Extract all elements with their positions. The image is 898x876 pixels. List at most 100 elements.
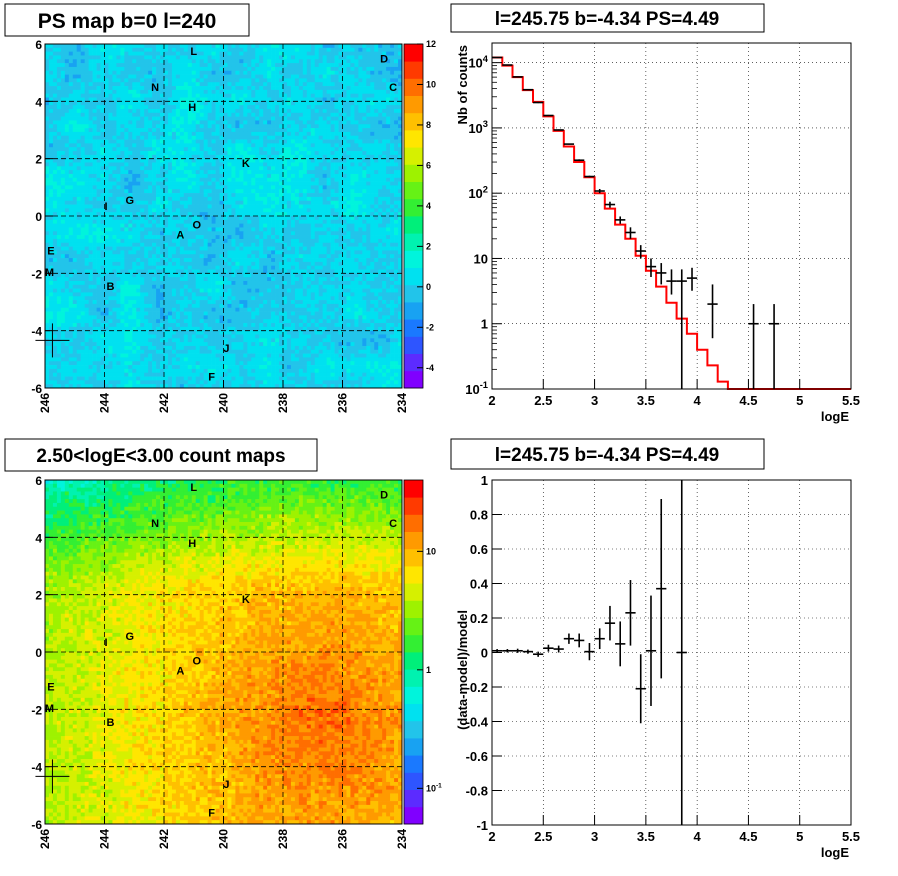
count-map-colorbar-step xyxy=(404,618,423,636)
ps-map-colorbar-step xyxy=(404,44,423,62)
spectrum-data-point xyxy=(533,102,543,103)
source-label-o: O xyxy=(192,220,201,232)
spectrum-data-point xyxy=(748,304,758,389)
count-map-ytick-label: 0 xyxy=(35,646,42,660)
count-map-xtick-label: 244 xyxy=(98,829,112,849)
count-map-ytick-label: 2 xyxy=(35,589,42,603)
count-map-colorbar-tick-label: 10 xyxy=(426,546,436,556)
residual-point xyxy=(677,480,687,825)
count-map-ytick-label: -6 xyxy=(31,818,42,832)
residual-point xyxy=(595,628,605,649)
count-map-colorbar-step xyxy=(404,480,423,498)
count-map-colorbar-step xyxy=(404,497,423,515)
spectrum-data-points xyxy=(492,57,779,389)
source-label-c: C xyxy=(389,518,397,530)
residuals-xtick-label: 5.5 xyxy=(842,829,860,844)
source-label-e: E xyxy=(47,245,54,257)
ps-map-colorbar-tick-label: 4 xyxy=(426,201,431,211)
source-label-b: B xyxy=(106,281,114,293)
count-map-ytick-label: -2 xyxy=(31,703,42,717)
spectrum-y-axis-title: Nb of counts xyxy=(455,45,470,124)
residuals-ytick-label: 0.2 xyxy=(470,611,488,626)
source-label-i: I xyxy=(104,637,107,649)
residuals-xtick-label: 4 xyxy=(694,829,702,844)
ps-map-colorbar-tick-label: 8 xyxy=(426,120,431,130)
ps-map-colorbar-tick-label: -2 xyxy=(426,322,434,332)
ps-map-colorbar-step xyxy=(404,354,423,372)
count-map-xtick-label: 242 xyxy=(157,829,171,849)
ps-map-ytick-label: 0 xyxy=(35,210,42,224)
count-map-colorbar-step xyxy=(404,669,423,687)
ps-map-colorbar-tick-label: 12 xyxy=(426,39,436,49)
source-label-h: H xyxy=(188,102,196,114)
spectrum-frame xyxy=(492,43,851,389)
spectrum-data-point xyxy=(543,115,553,116)
source-label-c: C xyxy=(389,82,397,94)
spectrum-data-point xyxy=(605,202,615,208)
source-label-e: E xyxy=(47,681,54,693)
spectrum-data-point xyxy=(554,129,564,130)
residuals-xtick-label: 2 xyxy=(488,829,495,844)
residuals-ytick-label: 0.6 xyxy=(470,542,488,557)
ps-map-colorbar-tick-label: 10 xyxy=(426,79,436,89)
ps-map-colorbar-step xyxy=(404,268,423,286)
ps-map-colorbar-step xyxy=(404,319,423,337)
spectrum-xtick-label: 2 xyxy=(488,393,495,408)
ps-map-colorbar-tick-label: -4 xyxy=(426,363,434,373)
spectrum-data-point xyxy=(687,268,697,291)
residuals-xtick-label: 3 xyxy=(591,829,598,844)
source-label-n: N xyxy=(151,82,159,94)
spectrum-title-box: l=245.75 b=-4.34 PS=4.49 xyxy=(451,4,764,32)
source-label-g: G xyxy=(126,631,135,643)
residuals-ytick-label: 0.4 xyxy=(470,577,489,592)
spectrum-data-point xyxy=(625,227,635,238)
spectrum-xtick-label: 2.5 xyxy=(534,393,552,408)
residual-point xyxy=(564,634,574,644)
ps-map-colorbar-step xyxy=(404,371,423,389)
count-map-xtick-label: 238 xyxy=(276,829,290,849)
ps-map-ytick-label: 6 xyxy=(35,38,42,52)
residuals-xtick-label: 4.5 xyxy=(739,829,757,844)
source-label-i: I xyxy=(104,201,107,213)
ps-map-xtick-label: 242 xyxy=(157,393,171,413)
residual-point xyxy=(543,645,553,652)
residual-point xyxy=(513,649,523,653)
ps-map-colorbar-step xyxy=(404,164,423,182)
source-label-n: N xyxy=(151,518,159,530)
count-map-colorbar-step xyxy=(404,704,423,722)
model-step-line xyxy=(492,58,851,390)
residual-point xyxy=(646,596,656,706)
ps-map-xtick-label: 244 xyxy=(98,393,112,413)
spectrum-xtick-label: 4 xyxy=(694,393,702,408)
count-map-colorbar-tick-label: 1 xyxy=(426,665,431,675)
source-label-h: H xyxy=(188,538,196,550)
ps-map-colorbar-tick-label: 0 xyxy=(426,282,431,292)
residual-point xyxy=(502,649,512,652)
source-label-k: K xyxy=(242,158,250,170)
spectrum-ytick-label: 10 xyxy=(474,251,488,266)
ps-map-colorbar-tick-label: 6 xyxy=(426,160,431,170)
count-map-colorbar-step xyxy=(404,721,423,739)
spectrum-x-axis-title: logE xyxy=(821,409,849,424)
residual-point xyxy=(656,499,666,678)
count-map-colorbar-step xyxy=(404,738,423,756)
residual-point xyxy=(574,634,584,648)
spectrum-ytick-label: 104 xyxy=(468,54,488,71)
residuals-ytick-label: -1 xyxy=(476,818,488,833)
source-label-j: J xyxy=(223,343,229,355)
ps-map-colorbar-step xyxy=(404,96,423,114)
residuals-frame xyxy=(492,480,851,825)
spectrum-ytick-label: 1 xyxy=(481,317,488,332)
spectrum-data-point xyxy=(646,258,656,277)
ps-map-xtick-label: 234 xyxy=(395,393,409,413)
ps-map-ytick-label: 4 xyxy=(35,95,42,109)
ps-map-ytick-label: -4 xyxy=(31,325,42,339)
residuals-title-box: l=245.75 b=-4.34 PS=4.49 xyxy=(451,439,764,469)
